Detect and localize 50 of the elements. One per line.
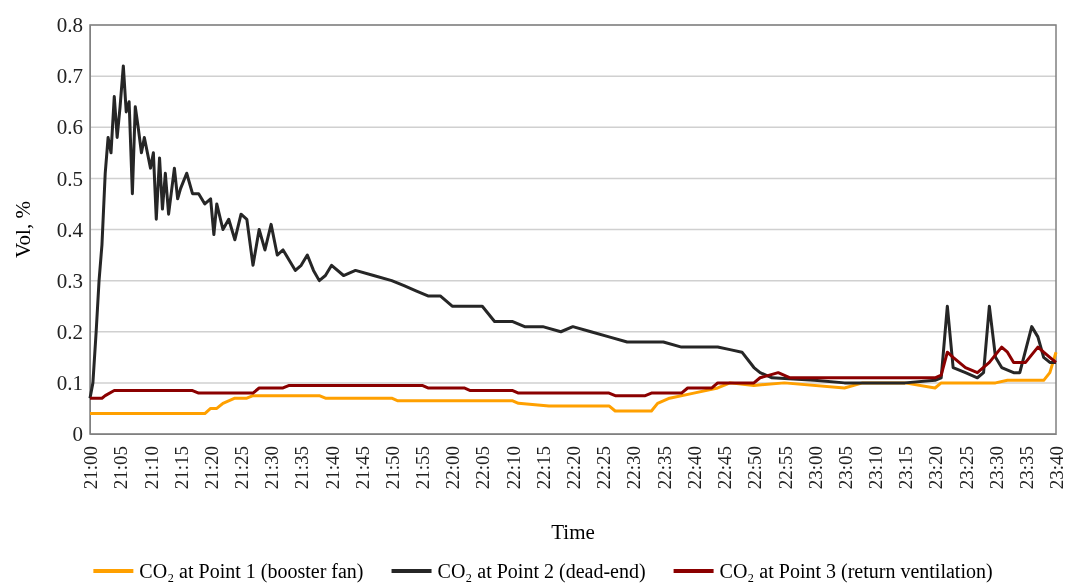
x-tick-label: 22:20 <box>562 446 584 490</box>
line-series <box>88 64 1058 400</box>
x-tick-label: 23:35 <box>1015 446 1037 490</box>
x-tick-label: 23:30 <box>985 446 1007 490</box>
x-tick-label: 23:15 <box>895 446 917 490</box>
x-tick-label: 23:20 <box>925 446 947 490</box>
x-tick-label: 23:05 <box>834 446 856 490</box>
x-tick-label: 21:00 <box>80 446 102 490</box>
x-tick-label: 22:05 <box>472 446 494 490</box>
x-tick-label: 22:35 <box>653 446 675 490</box>
x-tick-label: 22:10 <box>502 446 524 490</box>
x-tick-label: 21:05 <box>110 446 132 490</box>
legend-label: CO₂ at Point 2 (dead-end) <box>437 560 646 583</box>
x-tick-label: 23:00 <box>804 446 826 490</box>
x-tick-label: 23:10 <box>865 446 887 490</box>
y-axis-title: Vol, % <box>11 201 35 258</box>
x-tick-label: 22:25 <box>593 446 615 490</box>
x-tick-label: 21:50 <box>381 446 403 490</box>
x-tick-label: 22:00 <box>442 446 464 490</box>
x-tick-label: 22:15 <box>532 446 554 490</box>
y-tick-label: 0.6 <box>56 115 83 140</box>
y-tick-label: 0.7 <box>56 64 83 89</box>
y-tick-label: 0.3 <box>56 268 83 293</box>
x-tick-label: 21:15 <box>170 446 192 490</box>
x-tick-label: 22:40 <box>683 446 705 490</box>
y-tick-label: 0.8 <box>56 13 83 38</box>
legend-label: CO₂ at Point 1 (booster fan) <box>139 560 364 583</box>
x-tick-label: 21:40 <box>321 446 343 490</box>
line-series <box>88 345 1058 400</box>
x-tick-label: 22:50 <box>744 446 766 490</box>
x-tick-label: 21:55 <box>412 446 434 490</box>
x-tick-label: 23:40 <box>1046 446 1068 490</box>
x-tick-label: 22:55 <box>774 446 796 490</box>
x-tick-label: 22:30 <box>623 446 645 490</box>
legend-label: CO₂ at Point 3 (return ventilation) <box>719 560 993 583</box>
y-tick-label: 0 <box>72 422 83 447</box>
x-tick-label: 21:35 <box>291 446 313 490</box>
x-tick-label: 23:25 <box>955 446 977 490</box>
y-tick-label: 0.4 <box>56 217 84 242</box>
y-tick-label: 0.5 <box>56 166 83 191</box>
line-series <box>88 350 1058 416</box>
x-tick-label: 21:30 <box>261 446 283 490</box>
x-tick-label: 21:25 <box>231 446 253 490</box>
x-tick-label: 22:45 <box>714 446 736 490</box>
x-tick-label: 21:20 <box>200 446 222 490</box>
y-tick-label: 0.1 <box>56 371 83 396</box>
x-tick-label: 21:45 <box>351 446 373 490</box>
y-tick-label: 0.2 <box>56 319 83 344</box>
x-axis-title: Time <box>551 520 595 544</box>
x-tick-label: 21:10 <box>140 446 162 490</box>
